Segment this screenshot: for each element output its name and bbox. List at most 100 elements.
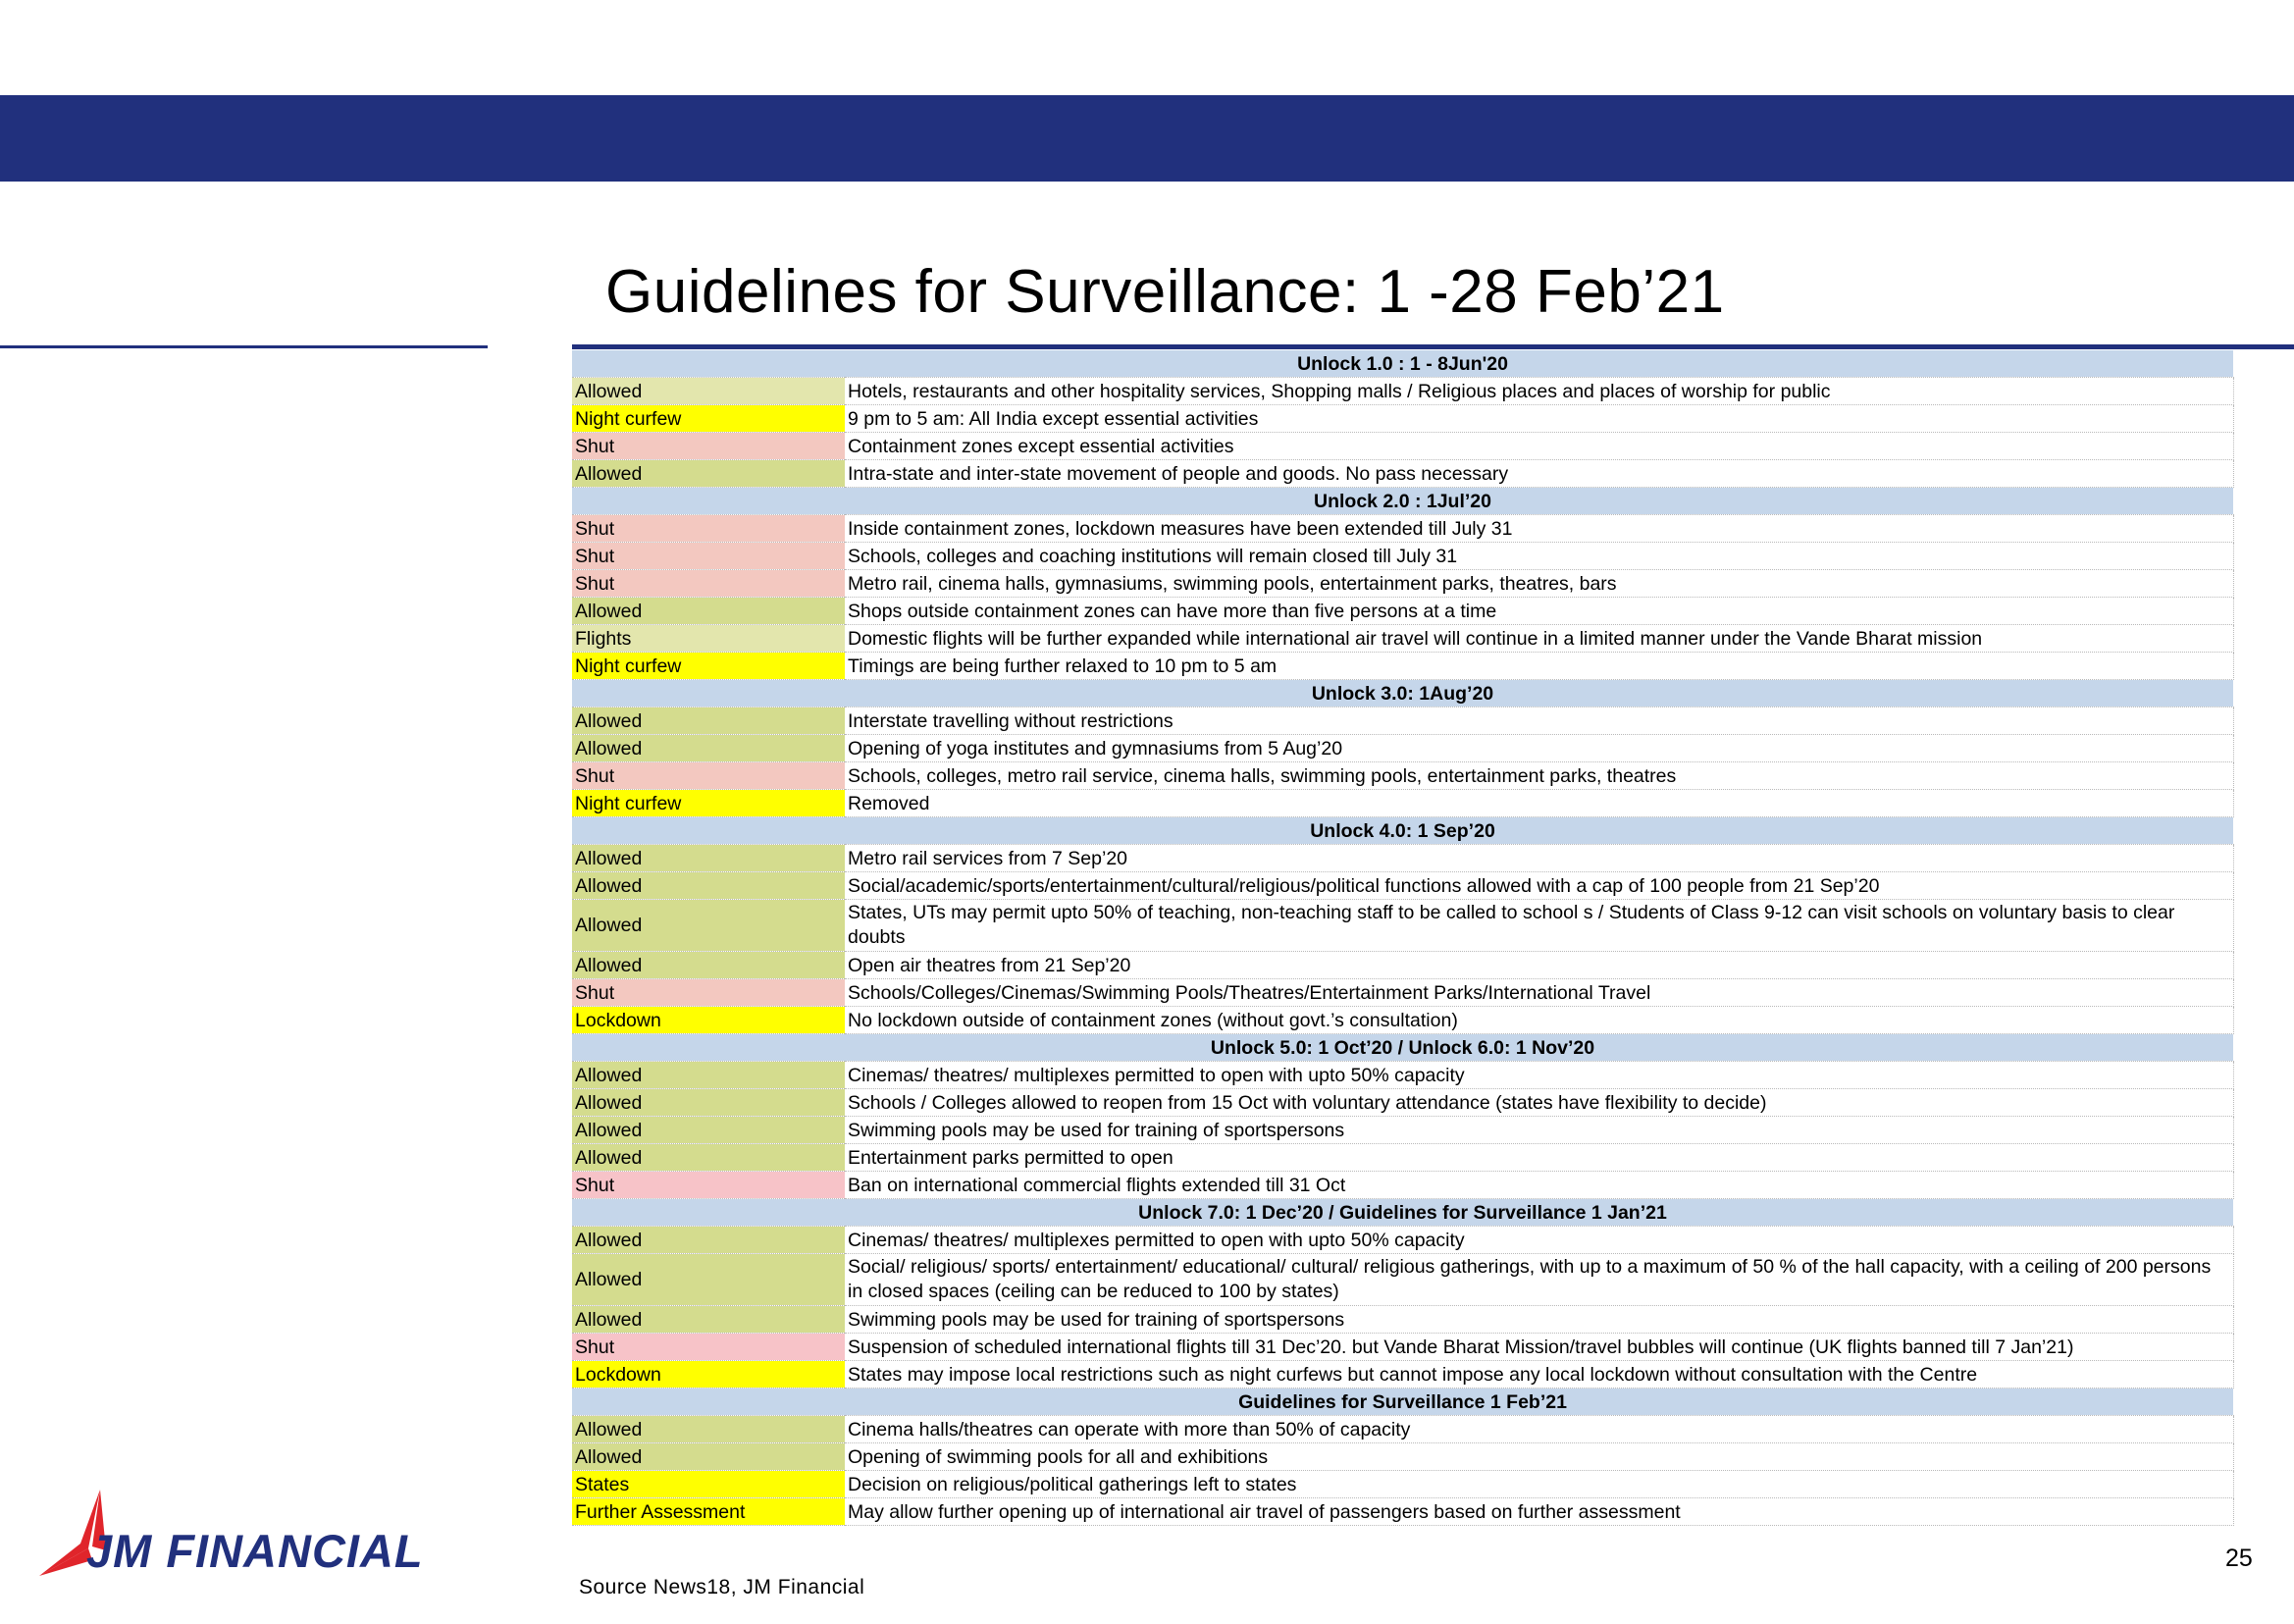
- table-row: Allowed Cinemas/ theatres/ multiplexes pe…: [572, 1226, 2234, 1254]
- description-cell: Timings are being further relaxed to 10 …: [845, 652, 2234, 680]
- table-row: Allowed Social/ religious/ sports/ entert…: [572, 1253, 2234, 1306]
- status-cell: Lockdown: [572, 1006, 845, 1034]
- jm-financial-logo-icon: [39, 1490, 106, 1576]
- section-header: Unlock 3.0: 1Aug’20: [572, 679, 2234, 707]
- description-cell: Schools, colleges and coaching instituti…: [845, 542, 2234, 570]
- description-cell: States may impose local restrictions suc…: [845, 1360, 2234, 1388]
- table-row: Allowed Interstate travelling without res…: [572, 707, 2234, 735]
- status-cell: Shut: [572, 542, 845, 570]
- table-row: Allowed Metro rail services from 7 Sep’20: [572, 844, 2234, 872]
- description-cell: Interstate travelling without restrictio…: [845, 707, 2234, 735]
- status-cell: Allowed: [572, 597, 845, 625]
- description-cell: Opening of swimming pools for all and ex…: [845, 1442, 2234, 1471]
- status-cell: Shut: [572, 978, 845, 1007]
- table-row: Allowed States, UTs may permit upto 50% o…: [572, 899, 2234, 952]
- table-row: Shut Metro rail, cinema halls, gymnasiums…: [572, 569, 2234, 598]
- table-row: Lockdown States may impose local restrict…: [572, 1360, 2234, 1388]
- status-cell: Flights: [572, 624, 845, 653]
- table-row: Shut Containment zones except essential a…: [572, 432, 2234, 460]
- guidelines-table: Unlock 1.0 : 1 - 8Jun'20 Allowed Hotels, r…: [572, 350, 2234, 1526]
- section-header-row: Unlock 5.0: 1 Oct’20 / Unlock 6.0: 1 Nov…: [572, 1033, 2234, 1062]
- title-underline-left: [0, 345, 488, 348]
- table-row: Flights Domestic flights will be further …: [572, 624, 2234, 653]
- status-cell: Night curfew: [572, 789, 845, 817]
- description-cell: Open air theatres from 21 Sep’20: [845, 951, 2234, 979]
- status-cell: Shut: [572, 761, 845, 790]
- table-row: Night curfew Removed: [572, 789, 2234, 817]
- table-row: Further Assessment May allow further open…: [572, 1497, 2234, 1526]
- table-row: Shut Ban on international commercial flig…: [572, 1171, 2234, 1199]
- guidelines-table-body: Unlock 1.0 : 1 - 8Jun'20 Allowed Hotels, r…: [572, 350, 2234, 1526]
- description-cell: Schools/Colleges/Cinemas/Swimming Pools/…: [845, 978, 2234, 1007]
- status-cell: Allowed: [572, 899, 845, 952]
- table-row: Shut Schools, colleges, metro rail servic…: [572, 761, 2234, 790]
- table-row: Shut Schools, colleges and coaching insti…: [572, 542, 2234, 570]
- section-header: Unlock 5.0: 1 Oct’20 / Unlock 6.0: 1 Nov…: [572, 1033, 2234, 1062]
- table-row: Allowed Open air theatres from 21 Sep’20: [572, 951, 2234, 979]
- table-row: Shut Suspension of scheduled internationa…: [572, 1333, 2234, 1361]
- description-cell: Containment zones except essential activ…: [845, 432, 2234, 460]
- description-cell: Schools, colleges, metro rail service, c…: [845, 761, 2234, 790]
- section-header: Guidelines for Surveillance 1 Feb’21: [572, 1388, 2234, 1416]
- status-cell: Allowed: [572, 844, 845, 872]
- description-cell: Domestic flights will be further expande…: [845, 624, 2234, 653]
- description-cell: Swimming pools may be used for training …: [845, 1305, 2234, 1334]
- status-cell: Shut: [572, 1333, 845, 1361]
- section-header-row: Unlock 4.0: 1 Sep’20: [572, 816, 2234, 845]
- page-number: 25: [2225, 1545, 2253, 1572]
- status-cell: Shut: [572, 569, 845, 598]
- description-cell: 9 pm to 5 am: All India except essential…: [845, 404, 2234, 433]
- table-row: Allowed Cinemas/ theatres/ multiplexes pe…: [572, 1061, 2234, 1089]
- status-cell: Allowed: [572, 1088, 845, 1117]
- logo-text: JM FINANCIAL: [86, 1525, 424, 1577]
- description-cell: Cinema halls/theatres can operate with m…: [845, 1415, 2234, 1443]
- table-top-rule: [572, 344, 2294, 349]
- status-cell: Allowed: [572, 951, 845, 979]
- table-row: Allowed Entertainment parks permitted to …: [572, 1143, 2234, 1172]
- table-row: Allowed Intra-state and inter-state movem…: [572, 459, 2234, 488]
- description-cell: Opening of yoga institutes and gymnasium…: [845, 734, 2234, 762]
- status-cell: Allowed: [572, 1415, 845, 1443]
- table-row: Shut Schools/Colleges/Cinemas/Swimming Po…: [572, 978, 2234, 1007]
- description-cell: May allow further opening up of internat…: [845, 1497, 2234, 1526]
- status-cell: Shut: [572, 1171, 845, 1199]
- description-cell: Decision on religious/political gatherin…: [845, 1470, 2234, 1498]
- section-header-row: Unlock 3.0: 1Aug’20: [572, 679, 2234, 707]
- source-note: Source News18, JM Financial: [579, 1576, 865, 1598]
- table-row: Shut Inside containment zones, lockdown m…: [572, 514, 2234, 543]
- table-row: Allowed Social/academic/sports/entertainm…: [572, 871, 2234, 900]
- header-band: [0, 95, 2294, 182]
- description-cell: Cinemas/ theatres/ multiplexes permitted…: [845, 1061, 2234, 1089]
- status-cell: Allowed: [572, 1116, 845, 1144]
- section-header: Unlock 1.0 : 1 - 8Jun'20: [572, 350, 2234, 378]
- section-header-row: Unlock 7.0: 1 Dec’20 / Guidelines for Su…: [572, 1198, 2234, 1227]
- status-cell: Allowed: [572, 1143, 845, 1172]
- description-cell: Suspension of scheduled international fl…: [845, 1333, 2234, 1361]
- status-cell: Allowed: [572, 707, 845, 735]
- section-header-row: Unlock 2.0 : 1Jul’20: [572, 487, 2234, 515]
- status-cell: Allowed: [572, 734, 845, 762]
- description-cell: Social/academic/sports/entertainment/cul…: [845, 871, 2234, 900]
- table-row: Night curfew Timings are being further re…: [572, 652, 2234, 680]
- description-cell: Social/ religious/ sports/ entertainment…: [845, 1253, 2234, 1306]
- status-cell: Shut: [572, 432, 845, 460]
- status-cell: States: [572, 1470, 845, 1498]
- status-cell: Allowed: [572, 1305, 845, 1334]
- status-cell: Allowed: [572, 1442, 845, 1471]
- section-header: Unlock 4.0: 1 Sep’20: [572, 816, 2234, 845]
- status-cell: Further Assessment: [572, 1497, 845, 1526]
- table-row: Allowed Opening of yoga institutes and gy…: [572, 734, 2234, 762]
- status-cell: Night curfew: [572, 652, 845, 680]
- section-header: Unlock 2.0 : 1Jul’20: [572, 487, 2234, 515]
- description-cell: States, UTs may permit upto 50% of teach…: [845, 899, 2234, 952]
- section-header: Unlock 7.0: 1 Dec’20 / Guidelines for Su…: [572, 1198, 2234, 1227]
- table-row: Allowed Opening of swimming pools for all…: [572, 1442, 2234, 1471]
- description-cell: No lockdown outside of containment zones…: [845, 1006, 2234, 1034]
- description-cell: Entertainment parks permitted to open: [845, 1143, 2234, 1172]
- description-cell: Metro rail, cinema halls, gymnasiums, sw…: [845, 569, 2234, 598]
- description-cell: Metro rail services from 7 Sep’20: [845, 844, 2234, 872]
- table-row: Allowed Swimming pools may be used for tr…: [572, 1305, 2234, 1334]
- status-cell: Allowed: [572, 377, 845, 405]
- table-row: Allowed Shops outside containment zones c…: [572, 597, 2234, 625]
- status-cell: Allowed: [572, 459, 845, 488]
